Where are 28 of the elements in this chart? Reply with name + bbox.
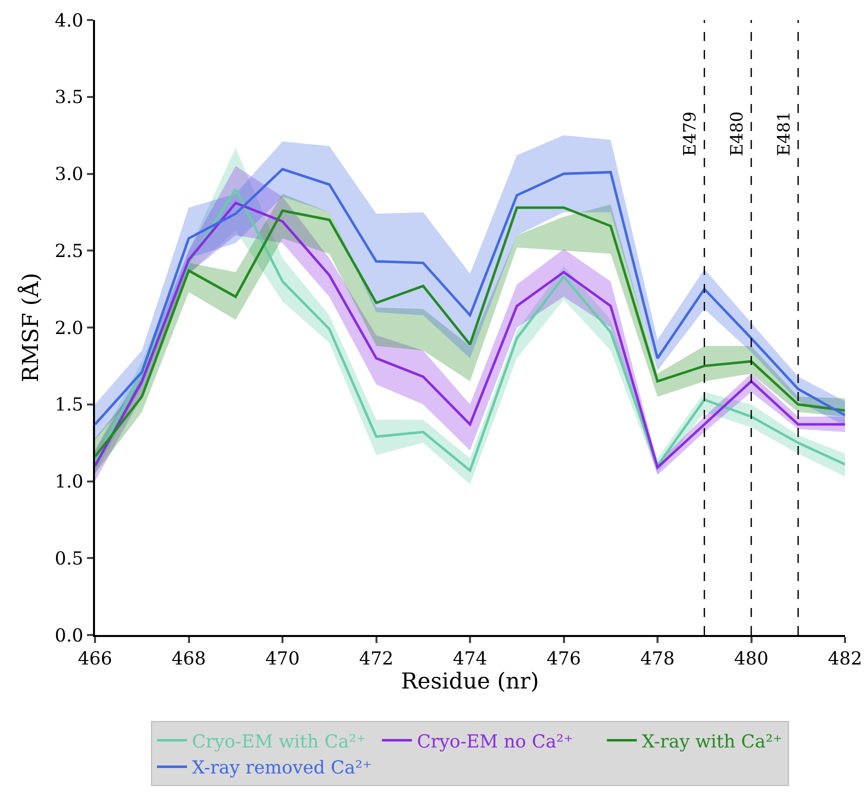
y-tick-label: 0.5 [54, 548, 84, 570]
ref-line-label: E479 [680, 111, 700, 156]
line-series [95, 168, 845, 426]
y-tick-label: 3.0 [54, 164, 84, 186]
y-tick-label: 1.0 [54, 472, 84, 493]
y-axis-title: RMSF (Å) [17, 272, 44, 382]
legend-label: X-ray with Ca²⁺ [642, 731, 782, 752]
y-tick-label: 4.0 [54, 10, 84, 32]
x-tick-label: 468 [172, 648, 206, 670]
x-tick-label: 482 [828, 648, 862, 670]
legend-label: Cryo-EM no Ca²⁺ [416, 731, 574, 752]
x-tick-label: 472 [359, 648, 394, 670]
legend-label: X-ray removed Ca²⁺ [192, 758, 372, 779]
y-tick-label: 2.5 [54, 240, 84, 262]
x-tick-label: 478 [640, 648, 675, 670]
legend-label: Cryo-EM with Ca²⁺ [192, 731, 366, 752]
x-axis-title: Residue (nr) [400, 670, 540, 695]
x-tick-label: 466 [78, 648, 112, 670]
y-tick-label: 1.5 [54, 394, 84, 416]
x-tick-label: 474 [452, 648, 488, 670]
x-tick-label: 470 [265, 648, 300, 670]
x-tick-label: 480 [734, 648, 768, 670]
y-tick-label: 3.5 [54, 87, 84, 108]
ref-line-label: E480 [727, 111, 748, 156]
x-tick-label: 476 [546, 648, 581, 670]
y-tick-label: 2.0 [54, 318, 84, 339]
y-tick-label: 0.0 [54, 625, 84, 646]
ref-line-label: E481 [774, 111, 794, 156]
